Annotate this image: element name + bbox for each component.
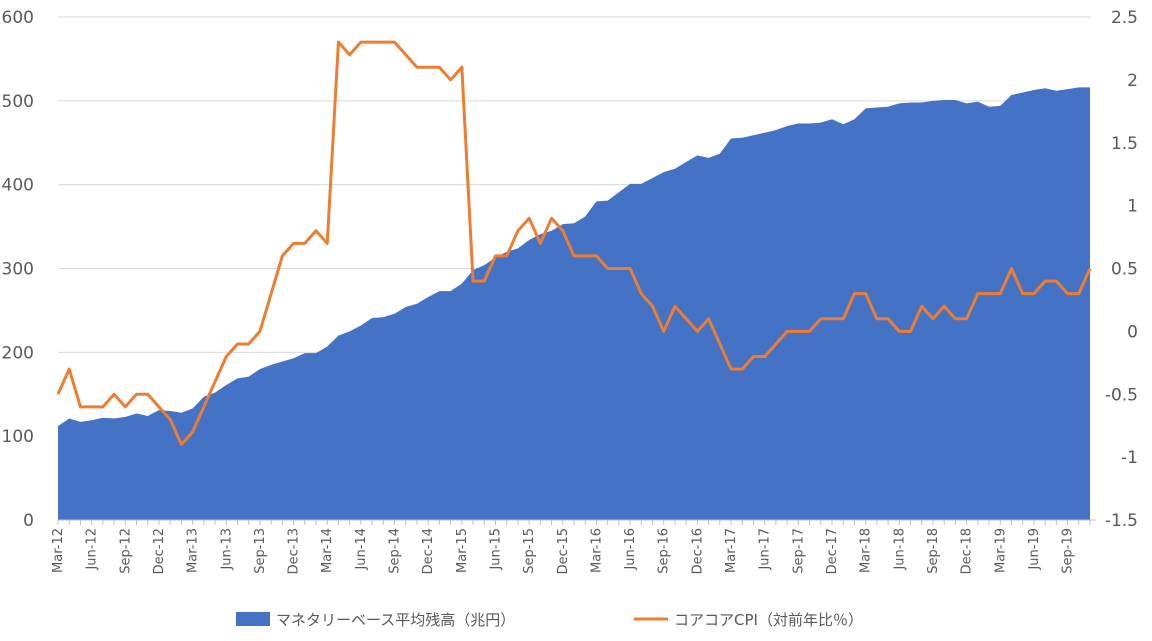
x-axis-tick-label: Mar-12 <box>51 528 66 573</box>
left-axis-tick-label: 100 <box>2 427 34 447</box>
x-axis-tick-label: Mar-15 <box>455 528 470 573</box>
area-series-layer <box>58 87 1090 521</box>
right-axis-tick-label: 0 <box>1127 322 1138 342</box>
x-axis-tick-label: Mar-14 <box>320 528 335 573</box>
left-axis-tick-label: 500 <box>2 92 34 112</box>
right-axis-tick-label: -1.5 <box>1105 511 1138 531</box>
x-axis-tick-label: Sep-18 <box>926 528 941 574</box>
x-axis-tick-label: Jun-18 <box>892 528 907 571</box>
x-axis-tick-label: Mar-16 <box>589 528 604 573</box>
x-axis-tick-label: Dec-16 <box>690 528 705 574</box>
right-axis-tick-label: 2.5 <box>1111 8 1138 28</box>
x-axis-tick-label: Sep-19 <box>1061 528 1076 574</box>
x-axis-tick-label: Sep-15 <box>522 528 537 574</box>
x-axis-tick-label: Mar-19 <box>993 528 1008 573</box>
left-axis-tick-label: 0 <box>23 511 34 531</box>
x-axis-tick-label: Dec-14 <box>421 528 436 574</box>
area-series-monetary-base <box>58 87 1090 521</box>
line-series-layer <box>56 40 1092 447</box>
left-axis-tick-label: 200 <box>2 343 34 363</box>
right-axis-tick-label: 0.5 <box>1111 260 1138 280</box>
x-axis-tick-label: Jun-14 <box>354 528 369 571</box>
legend-swatch-area <box>236 612 270 626</box>
x-axis-tick-label: Sep-13 <box>253 528 268 574</box>
legend-label-area: マネタリーベース平均残高（兆円） <box>276 611 515 629</box>
x-axis-tick-label: Sep-16 <box>657 528 672 574</box>
x-axis-tick-label: Dec-15 <box>556 528 571 574</box>
x-axis-tick-label: Sep-14 <box>388 528 403 574</box>
x-axis-tick-label: Jun-19 <box>1027 528 1042 571</box>
x-axis-tick-label: Jun-17 <box>758 528 773 571</box>
x-axis-tick-label: Jun-15 <box>488 528 503 571</box>
right-axis-tick-label: 1.5 <box>1111 134 1138 154</box>
right-axis-ticks: -1.5 -1 -0.5 0 0.5 1 1.5 2 2.5 <box>1105 8 1138 531</box>
x-axis-tick-label: Mar-18 <box>859 528 874 573</box>
x-axis-tick-label: Sep-12 <box>118 528 133 574</box>
x-axis-tick-label: Dec-12 <box>152 528 167 574</box>
x-axis-tick-label: Jun-13 <box>219 528 234 571</box>
right-axis-tick-label: -0.5 <box>1105 385 1138 405</box>
left-axis-tick-label: 600 <box>2 8 34 28</box>
legend: マネタリーベース平均残高（兆円） コアコアCPI（対前年比％） <box>236 611 863 629</box>
right-axis-tick-label: -1 <box>1121 448 1138 468</box>
legend-label-line: コアコアCPI（対前年比％） <box>674 611 863 629</box>
x-axis-tick-label: Mar-13 <box>186 528 201 573</box>
left-axis-ticks: 0 100 200 300 400 500 600 <box>2 8 34 531</box>
left-axis-tick-label: 300 <box>2 260 34 280</box>
x-axis-tick-label: Dec-13 <box>287 528 302 574</box>
line-series-core-core-cpi <box>56 40 1092 447</box>
left-axis-tick-label: 400 <box>2 176 34 196</box>
x-axis-tick-label: Dec-18 <box>960 528 975 574</box>
x-axis-ticks: Mar-12 Jun-12 Sep-12 Dec-12 Mar-13 Jun-13 Sep-… <box>51 520 1091 574</box>
x-axis-tick-label: Mar-17 <box>724 528 739 573</box>
x-axis-tick-label: Dec-17 <box>825 528 840 574</box>
x-axis-tick-label: Sep-17 <box>791 528 806 574</box>
x-axis-tick-label: Jun-12 <box>85 528 100 571</box>
x-axis-tick-label: Jun-16 <box>623 528 638 571</box>
right-axis-tick-label: 2 <box>1127 71 1138 91</box>
right-axis-tick-label: 1 <box>1127 197 1138 217</box>
